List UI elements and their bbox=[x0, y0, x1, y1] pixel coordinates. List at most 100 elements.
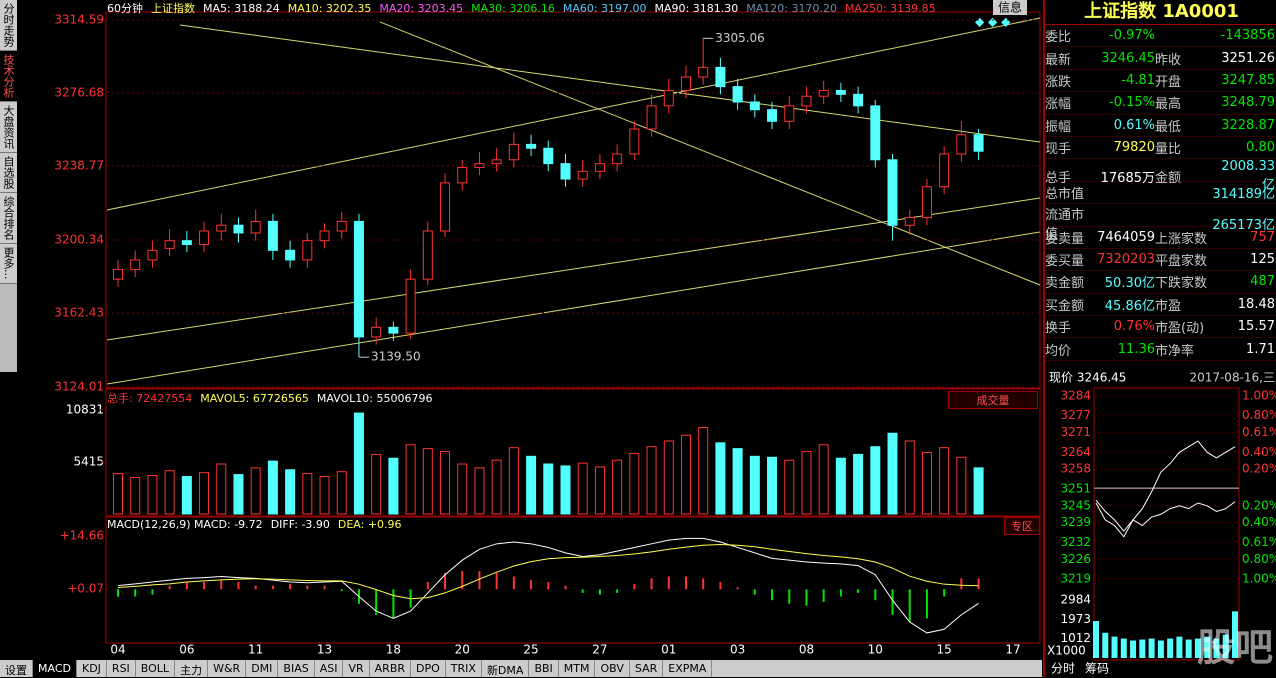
indicator-tab[interactable]: MACD bbox=[33, 660, 77, 677]
indicator-tab[interactable]: SAR bbox=[630, 660, 664, 677]
indicator-tab[interactable]: 主力 bbox=[175, 660, 209, 677]
header-item: DEA: +0.96 bbox=[337, 517, 402, 531]
price-line bbox=[1095, 501, 1236, 538]
quote-value: 18.48 bbox=[1237, 296, 1275, 312]
volume-bar bbox=[921, 451, 932, 515]
volume-bar bbox=[526, 455, 537, 515]
indicator-tab[interactable]: DMI bbox=[246, 660, 279, 677]
x-tick-label: 10 bbox=[868, 643, 883, 657]
volume-bar bbox=[216, 463, 227, 515]
volume-bar bbox=[1213, 638, 1220, 658]
candle-body bbox=[422, 230, 433, 280]
y-tick-label: 3226 bbox=[1060, 552, 1091, 566]
quote-value: 125 bbox=[1250, 252, 1275, 268]
header-item: MA30: 3206.16 bbox=[471, 1, 555, 15]
header-item: MAVOL5: 67726565 bbox=[200, 391, 309, 405]
volume-bar bbox=[784, 459, 795, 515]
left-tab[interactable]: 更多... bbox=[0, 244, 17, 284]
quote-row: 振幅 0.61% 最低 3228.87 bbox=[1045, 115, 1276, 137]
volume-bar bbox=[336, 471, 347, 515]
header-item: 60分钟 bbox=[107, 2, 143, 15]
view-tab[interactable]: 筹码 bbox=[1085, 662, 1109, 676]
indicator-tab[interactable]: BOLL bbox=[136, 660, 176, 677]
candle-body bbox=[457, 166, 468, 184]
watermark: 股吧 bbox=[1197, 626, 1273, 670]
quote-row: 现手 79820 量比 0.80 bbox=[1045, 137, 1276, 160]
annotation: 3305.06 bbox=[715, 31, 765, 45]
candle-body bbox=[405, 278, 416, 334]
view-tab[interactable]: 分时 bbox=[1051, 662, 1075, 676]
y-tick-label: 3314.59 bbox=[54, 13, 104, 27]
x-tick-label: 25 bbox=[523, 643, 538, 657]
indicator-tab[interactable]: KDJ bbox=[77, 660, 107, 677]
header-item: MA250: 3139.85 bbox=[844, 1, 936, 15]
volume-bar bbox=[698, 426, 709, 515]
left-tabs: 分时走势 技术分析 大盘资讯 自选股 综合排名 更多... bbox=[0, 0, 17, 372]
indicator-tab[interactable]: 设置 bbox=[0, 660, 33, 677]
candle-body bbox=[250, 220, 261, 234]
volume-bar bbox=[1102, 632, 1109, 658]
header-item: MAVOL10: 55006796 bbox=[316, 391, 433, 405]
indicator-tab[interactable]: BIAS bbox=[278, 660, 315, 677]
volume-bar bbox=[1111, 636, 1118, 658]
quote-label: 买金额 bbox=[1045, 298, 1085, 314]
trend-line bbox=[106, 17, 1041, 211]
candle-body bbox=[646, 105, 657, 130]
left-tab[interactable]: 分时走势 bbox=[0, 0, 17, 51]
x-tick-label: 04 bbox=[110, 643, 125, 657]
quote-value: 15.57 bbox=[1237, 319, 1275, 335]
indicator-tab[interactable]: ARBR bbox=[370, 660, 412, 677]
candle-body bbox=[336, 220, 347, 232]
volume-bar bbox=[1139, 639, 1146, 658]
indicator-tab[interactable]: OBV bbox=[595, 660, 630, 677]
volume-bar bbox=[904, 440, 915, 515]
candle-body bbox=[784, 105, 795, 122]
info-button-bg[interactable] bbox=[993, 0, 1027, 15]
left-tab[interactable]: 自选股 bbox=[0, 153, 17, 193]
left-tab[interactable]: 综合排名 bbox=[0, 193, 17, 244]
indicator-tab[interactable]: 新DMA bbox=[482, 660, 530, 677]
indicator-tab[interactable]: VR bbox=[343, 660, 370, 677]
candle-body bbox=[663, 89, 674, 107]
volume-bar bbox=[818, 444, 829, 515]
x-tick-label: 01 bbox=[661, 643, 676, 657]
indicator-tab[interactable]: ASI bbox=[315, 660, 344, 677]
volume-bar bbox=[1093, 621, 1099, 658]
indicator-tab[interactable]: MTM bbox=[559, 660, 596, 677]
indicator-tab[interactable]: TRIX bbox=[446, 660, 482, 677]
left-tab[interactable]: 技术分析 bbox=[0, 51, 17, 102]
pane-button[interactable]: 专区 bbox=[1004, 517, 1040, 535]
candle-body bbox=[267, 220, 278, 251]
indicator-tab[interactable]: EXPMA bbox=[663, 660, 713, 677]
left-tab[interactable]: 大盘资讯 bbox=[0, 102, 17, 153]
quote-row: 涨幅 -0.15% 最高 3248.79 bbox=[1045, 92, 1276, 115]
indicator-tab[interactable]: W&R bbox=[208, 660, 247, 677]
y-tick-label: 3251 bbox=[1060, 481, 1091, 495]
indicator-tab[interactable]: DPO bbox=[411, 660, 446, 677]
indicator-tab[interactable]: BBI bbox=[529, 660, 559, 677]
quote-value: 0.80 bbox=[1246, 140, 1275, 156]
quote-value: 0.61% bbox=[1113, 117, 1155, 133]
pct-label: 0.61% bbox=[1242, 535, 1276, 549]
candle-body bbox=[577, 170, 588, 180]
trend-lines bbox=[106, 17, 1041, 385]
volume-bar bbox=[422, 448, 433, 515]
x-tick-label: 27 bbox=[592, 643, 607, 657]
quote-label: 最新 bbox=[1045, 52, 1072, 68]
volume-bar bbox=[353, 412, 364, 515]
candle-body bbox=[939, 153, 950, 188]
quote-value: 0.76% bbox=[1113, 319, 1155, 335]
info-button[interactable]: 信息 bbox=[998, 0, 1022, 15]
pane-button[interactable]: 成交量 bbox=[948, 391, 1038, 409]
volume-bar bbox=[302, 473, 313, 515]
quote-value: 3246.45 bbox=[1101, 50, 1155, 66]
indicator-tab[interactable]: RSI bbox=[107, 660, 136, 677]
quote-label: 最高 bbox=[1155, 97, 1182, 113]
quote-value: 3248.79 bbox=[1221, 95, 1275, 111]
candle-body bbox=[526, 143, 537, 149]
quote-label: 卖金额 bbox=[1045, 276, 1085, 292]
volume-bar bbox=[457, 463, 468, 515]
volume-bar bbox=[267, 460, 278, 515]
candle-body bbox=[302, 240, 313, 261]
header-item: 上证指数 bbox=[151, 2, 195, 15]
